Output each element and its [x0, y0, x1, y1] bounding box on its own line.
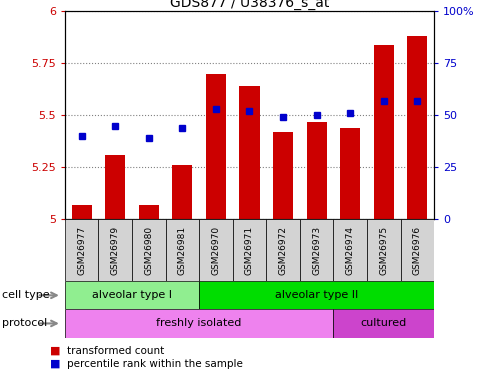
Bar [166, 219, 199, 281]
Text: GSM26975: GSM26975 [379, 226, 388, 274]
Text: cell type: cell type [2, 290, 50, 300]
Bar [340, 128, 360, 219]
Text: transformed count: transformed count [67, 346, 165, 355]
Bar [300, 219, 333, 281]
Text: GSM26980: GSM26980 [144, 226, 153, 274]
Text: ■: ■ [50, 346, 60, 355]
Bar [306, 122, 327, 219]
Text: alveolar type II: alveolar type II [275, 290, 358, 300]
Bar [172, 165, 193, 219]
Text: GSM26976: GSM26976 [413, 226, 422, 274]
Text: percentile rank within the sample: percentile rank within the sample [67, 359, 243, 369]
Bar [367, 219, 401, 281]
Bar [139, 205, 159, 219]
Bar [333, 309, 434, 338]
Text: GSM26981: GSM26981 [178, 226, 187, 274]
Bar [65, 219, 98, 281]
Text: GSM26979: GSM26979 [111, 226, 120, 274]
Text: protocol: protocol [2, 318, 48, 328]
Text: ■: ■ [50, 359, 60, 369]
Bar [65, 281, 199, 309]
Text: GSM26973: GSM26973 [312, 226, 321, 274]
Bar [374, 45, 394, 219]
Bar [240, 86, 259, 219]
Text: GSM26970: GSM26970 [212, 226, 221, 274]
Text: freshly isolated: freshly isolated [157, 318, 242, 328]
Title: GDS877 / U38376_s_at: GDS877 / U38376_s_at [170, 0, 329, 10]
Text: GSM26972: GSM26972 [278, 226, 287, 274]
Bar [401, 219, 434, 281]
Bar [71, 205, 92, 219]
Bar [266, 219, 300, 281]
Bar [233, 219, 266, 281]
Bar [98, 219, 132, 281]
Bar [132, 219, 166, 281]
Bar [65, 309, 333, 338]
Bar [333, 219, 367, 281]
Text: cultured: cultured [361, 318, 407, 328]
Bar [199, 281, 434, 309]
Text: GSM26971: GSM26971 [245, 226, 254, 274]
Bar [206, 74, 226, 219]
Bar [199, 219, 233, 281]
Bar [407, 36, 428, 219]
Text: GSM26977: GSM26977 [77, 226, 86, 274]
Text: alveolar type I: alveolar type I [92, 290, 172, 300]
Bar [273, 132, 293, 219]
Bar [105, 155, 125, 219]
Text: GSM26974: GSM26974 [346, 226, 355, 274]
